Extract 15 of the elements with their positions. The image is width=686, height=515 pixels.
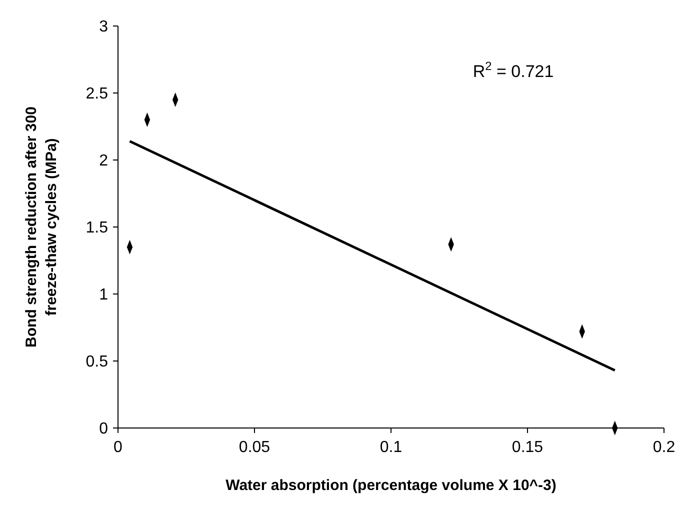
y-tick-label: 2.5 [86,86,108,103]
x-tick-label: 0 [114,439,123,456]
x-tick-label: 0.2 [652,439,676,456]
y-tick-label: 3 [99,18,108,36]
y-axis-title: Bond strength reduction after 300 freeze-thaw cycles (MPa) [23,106,60,348]
y-tick-label: 0 [99,420,108,438]
y-tick-label: 0.5 [86,354,108,371]
y-tick-label: 1 [99,286,108,304]
x-tick-label: 0.1 [380,439,402,456]
x-tick-label: 0.15 [512,439,544,456]
y-tick-label: 2 [99,152,108,170]
y-tick-label: 1.5 [86,220,108,237]
x-axis-title: Water absorption (percentage volume X 10^-3) [226,477,556,494]
annotation: R$^{2}$ = 0.721 [472,58,554,81]
x-tick-label: 0.05 [238,439,270,456]
